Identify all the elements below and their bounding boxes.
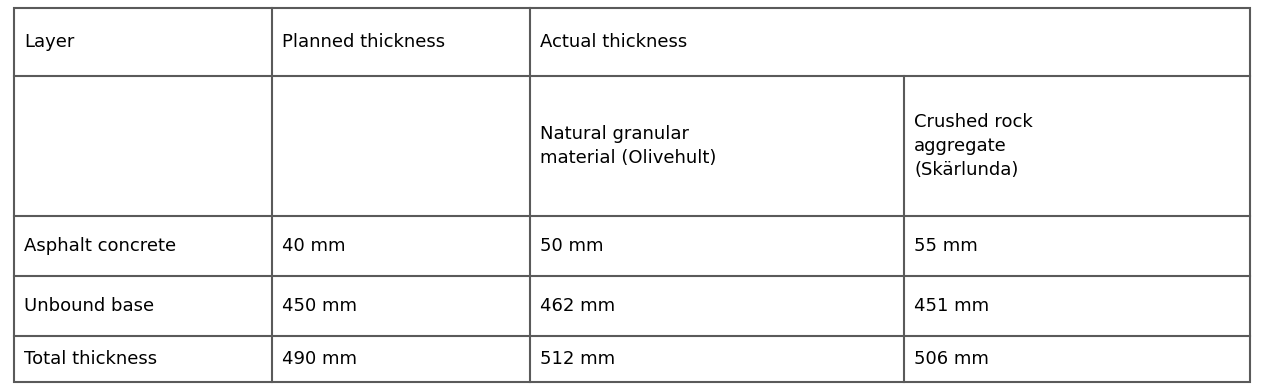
Text: Actual thickness: Actual thickness	[540, 33, 688, 51]
Text: Total thickness: Total thickness	[24, 350, 157, 368]
Text: 490 mm: 490 mm	[282, 350, 356, 368]
Text: 512 mm: 512 mm	[540, 350, 616, 368]
Text: Crushed rock
aggregate
(Skärlunda): Crushed rock aggregate (Skärlunda)	[914, 113, 1033, 179]
Text: Asphalt concrete: Asphalt concrete	[24, 237, 176, 255]
Text: 506 mm: 506 mm	[914, 350, 988, 368]
Text: 450 mm: 450 mm	[282, 297, 356, 315]
Text: 462 mm: 462 mm	[540, 297, 616, 315]
Text: Unbound base: Unbound base	[24, 297, 154, 315]
Text: Planned thickness: Planned thickness	[282, 33, 445, 51]
Text: Natural granular
material (Olivehult): Natural granular material (Olivehult)	[540, 125, 717, 167]
Text: 451 mm: 451 mm	[914, 297, 990, 315]
Text: 50 mm: 50 mm	[540, 237, 603, 255]
Text: Layer: Layer	[24, 33, 75, 51]
Text: 55 mm: 55 mm	[914, 237, 978, 255]
Text: 40 mm: 40 mm	[282, 237, 345, 255]
